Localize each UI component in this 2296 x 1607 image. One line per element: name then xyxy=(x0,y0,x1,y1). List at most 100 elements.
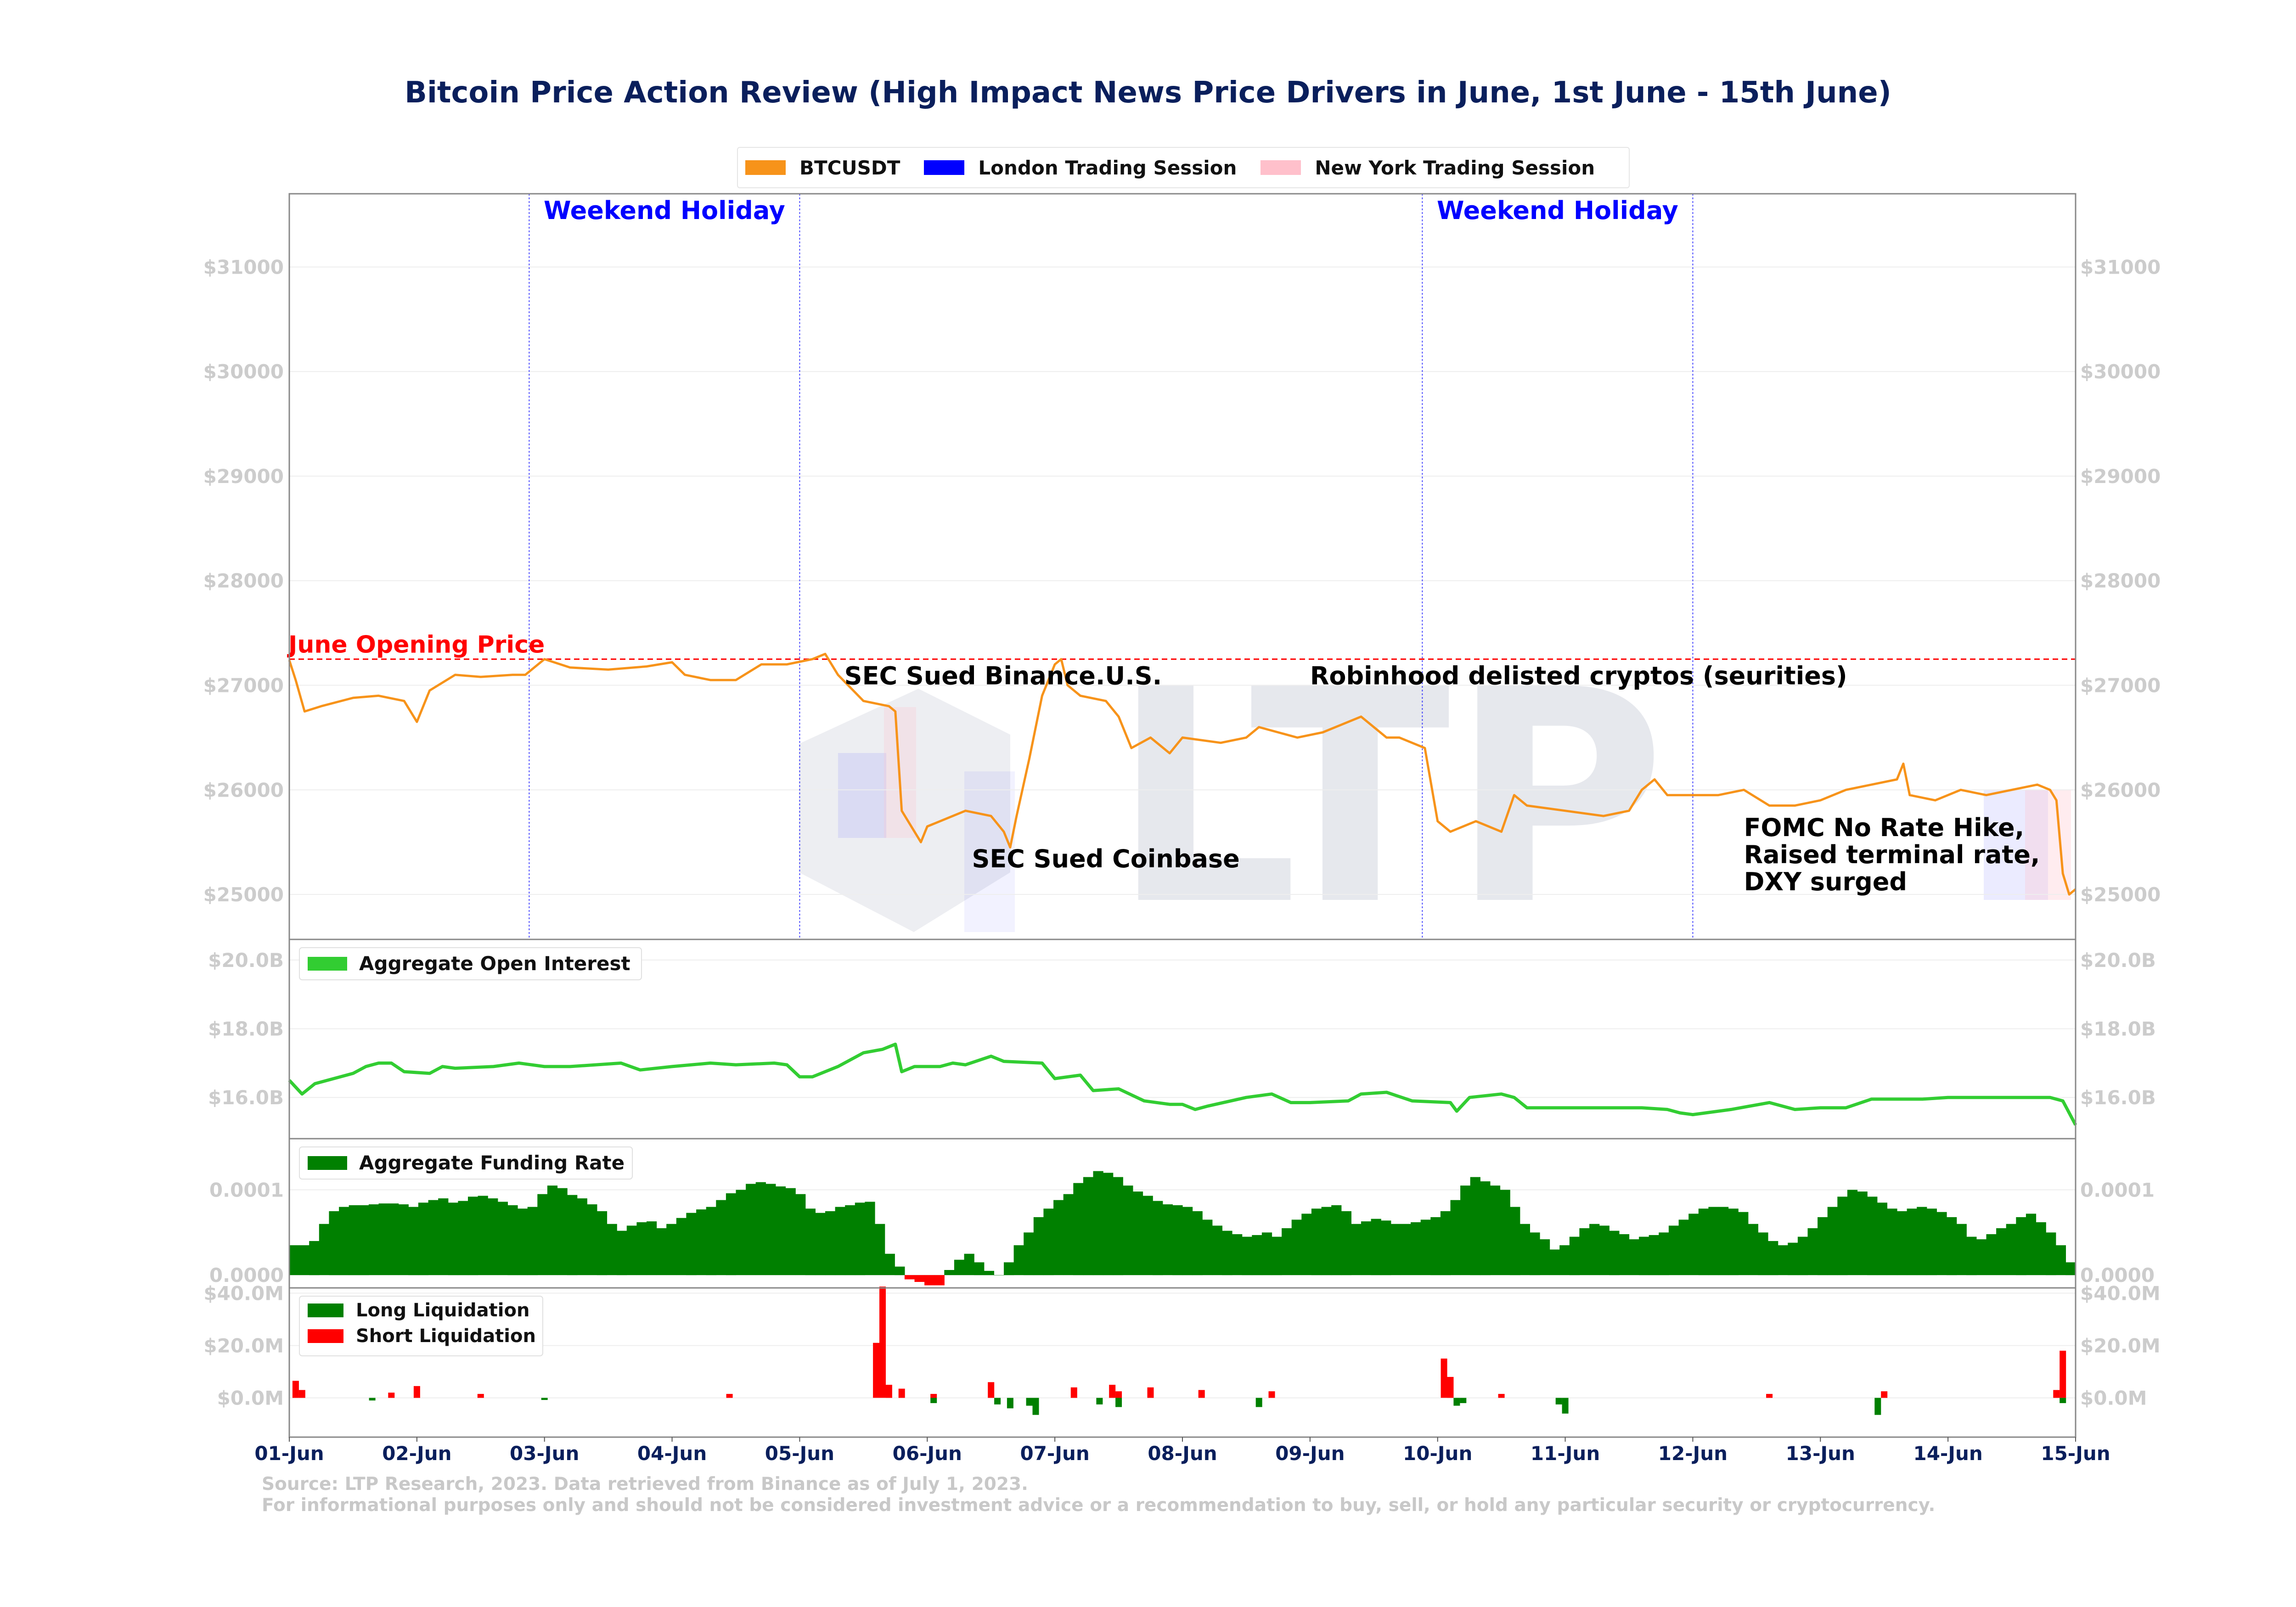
funding-rate-bar xyxy=(1569,1236,1580,1275)
funding-rate-bar xyxy=(944,1270,955,1275)
funding-rate-bar xyxy=(1698,1208,1709,1275)
funding-rate-bar xyxy=(319,1224,329,1275)
short-liquidation-bar xyxy=(930,1393,937,1398)
funding-rate-bar xyxy=(378,1203,389,1275)
funding-rate-bar xyxy=(1192,1211,1203,1275)
legend-item-london: London Trading Session xyxy=(924,157,1237,179)
funding-rate-bar xyxy=(676,1218,687,1275)
long-liquidation-bar xyxy=(1460,1398,1467,1403)
open-interest-line xyxy=(288,1042,2077,1126)
funding-rate-bar xyxy=(795,1194,806,1275)
funding-rate-bar xyxy=(557,1188,568,1275)
funding-rate-bar xyxy=(1629,1239,1639,1275)
funding-rate-bar xyxy=(1688,1214,1699,1275)
long-liquidation-bar xyxy=(1555,1398,1562,1405)
funding-rate-bar xyxy=(1361,1221,1372,1275)
short-liquidation-bar xyxy=(2060,1350,2066,1398)
long-liquidation-bar xyxy=(1026,1398,1033,1406)
weekend-holiday-label: Weekend Holiday xyxy=(1437,196,1678,225)
funding-rate-bar xyxy=(765,1184,776,1275)
funding-rate-bar xyxy=(1411,1222,1421,1275)
funding-rate-bar xyxy=(527,1207,538,1275)
funding-rate-bar xyxy=(1976,1239,1987,1275)
funding-rate-bar xyxy=(1063,1194,1074,1275)
price-ytick-right: $25000 xyxy=(2080,883,2161,906)
price-ytick-left: $30000 xyxy=(203,360,284,383)
open-interest-panel: $16.0B $16.0B $18.0B $18.0B $20.0B $20.0B Aggr… xyxy=(208,938,2156,1140)
x-tick-label: 05-Jun xyxy=(765,1442,834,1465)
news-annotation: Robinhood delisted cryptos (seurities) xyxy=(1310,662,1847,691)
short-liquidation-legend-swatch xyxy=(308,1329,343,1343)
funding-rate-bar xyxy=(1390,1224,1401,1275)
news-annotation: FOMC No Rate Hike, xyxy=(1744,813,2025,842)
funding-rate-bar xyxy=(438,1198,449,1275)
funding-rate-bar xyxy=(914,1275,925,1282)
x-tick-label: 08-Jun xyxy=(1148,1442,1217,1465)
chart-title: Bitcoin Price Action Review (High Impact… xyxy=(405,76,1891,110)
funding-rate-bar xyxy=(1113,1177,1123,1275)
funding-rate-bar xyxy=(904,1275,915,1280)
x-tick-label: 07-Jun xyxy=(1020,1442,1089,1465)
funding-rate-bar xyxy=(1728,1208,1739,1275)
funding-rate-bar xyxy=(1242,1236,1252,1275)
funding-rate-bar xyxy=(1490,1186,1501,1275)
x-tick-label: 12-Jun xyxy=(1658,1442,1728,1465)
funding-rate-bar xyxy=(1013,1245,1024,1275)
funding-rate-bar xyxy=(1460,1186,1471,1275)
funding-rate-bar xyxy=(607,1224,617,1275)
funding-rate-bar xyxy=(617,1231,627,1275)
funding-rate-bar xyxy=(666,1224,677,1275)
funding-rate-bar xyxy=(1579,1228,1590,1275)
watermark-block-4 xyxy=(2025,790,2071,900)
funding-rate-legend xyxy=(299,1146,633,1180)
funding-ytick-right: 0.0000 xyxy=(2080,1264,2155,1287)
funding-rate-bar xyxy=(1917,1207,1927,1275)
funding-rate-bar xyxy=(1004,1262,1014,1275)
funding-rate-bar xyxy=(1609,1231,1620,1275)
long-liquidation-bar xyxy=(1007,1398,1013,1409)
funding-rate-bar xyxy=(815,1213,826,1275)
funding-rate-bar xyxy=(1500,1190,1510,1275)
oi-ytick-right: $18.0B xyxy=(2080,1018,2156,1040)
funding-rate-bar xyxy=(1232,1234,1243,1275)
funding-rate-bar xyxy=(1182,1207,1193,1275)
price-ytick-left: $28000 xyxy=(203,570,284,592)
x-tick-label: 09-Jun xyxy=(1275,1442,1345,1465)
watermark-cube-shape xyxy=(799,689,1010,932)
funding-rate-bar xyxy=(428,1200,439,1275)
liquidation-panel-frame xyxy=(288,1287,2077,1438)
funding-rate-bar xyxy=(895,1266,905,1275)
funding-rate-bar xyxy=(497,1202,508,1275)
news-annotation: SEC Sued Coinbase xyxy=(972,844,1240,873)
legend-label-london: London Trading Session xyxy=(978,156,1237,179)
funding-rate-bar xyxy=(2046,1232,2056,1275)
funding-rate-bar xyxy=(726,1193,737,1275)
funding-ytick-right: 0.0001 xyxy=(2080,1179,2155,1201)
x-tick-label: 01-Jun xyxy=(254,1442,324,1465)
funding-rate-bar xyxy=(1123,1186,1133,1275)
x-tick-label: 04-Jun xyxy=(637,1442,707,1465)
open-interest-legend-label: Aggregate Open Interest xyxy=(359,952,630,975)
funding-rate-bar xyxy=(1073,1183,1084,1275)
short-liquidation-bar xyxy=(298,1390,305,1398)
funding-rate-bar xyxy=(1480,1181,1491,1275)
funding-rate-legend-swatch xyxy=(308,1156,347,1170)
funding-rate-bar xyxy=(1083,1177,1094,1275)
funding-rate-bar xyxy=(398,1204,409,1275)
funding-rate-bar xyxy=(1272,1236,1282,1275)
liquidation-panel: $0.0M $0.0M $20.0M $20.0M $40.0M $40.0M Long L… xyxy=(203,1282,2161,1438)
funding-rate-bar xyxy=(1589,1224,1600,1275)
short-liquidation-bar xyxy=(1109,1385,1116,1398)
long-liquidation-bar xyxy=(1562,1398,1569,1414)
funding-rate-bar xyxy=(2006,1224,2016,1275)
funding-rate-bar xyxy=(1420,1219,1431,1275)
short-liquidation-bar xyxy=(1441,1358,1447,1398)
funding-rate-bar xyxy=(775,1186,786,1275)
funding-rate-bar xyxy=(577,1198,587,1275)
footer-source-note: Source: LTP Research, 2023. Data retriev… xyxy=(262,1474,1935,1516)
price-ytick-right: $27000 xyxy=(2080,674,2161,697)
funding-ytick-left: 0.0000 xyxy=(209,1264,284,1287)
long-liquidation-bar xyxy=(2060,1398,2066,1403)
funding-rate-bar xyxy=(1043,1208,1054,1275)
